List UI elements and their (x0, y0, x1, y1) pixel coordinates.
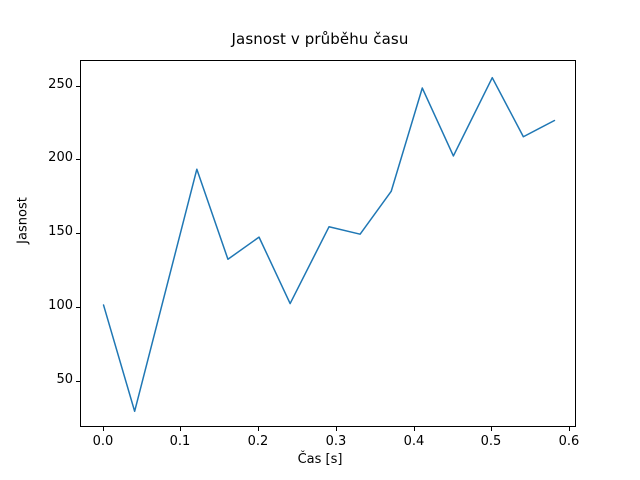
x-tick-mark (569, 427, 570, 431)
y-tick-label: 100 (48, 298, 73, 313)
x-tick-label: 0.6 (558, 434, 580, 449)
y-tick-mark (76, 233, 80, 234)
x-tick-mark (491, 427, 492, 431)
data-series-line (102, 76, 556, 413)
y-tick-label: 200 (48, 150, 73, 165)
x-tick-label: 0.2 (247, 434, 269, 449)
line-plot-svg (102, 76, 556, 413)
y-tick-mark (76, 381, 80, 382)
x-tick-label: 0.3 (325, 434, 347, 449)
x-tick-label: 0.4 (403, 434, 425, 449)
x-tick-mark (336, 427, 337, 431)
chart-title: Jasnost v průběhu času (231, 30, 409, 48)
y-tick-mark (76, 86, 80, 87)
y-tick-label: 250 (48, 77, 73, 92)
x-tick-mark (180, 427, 181, 431)
x-axis-label: Čas [s] (297, 452, 343, 467)
x-tick-label: 0.0 (92, 434, 114, 449)
y-axis-label: Jasnost (15, 197, 31, 244)
y-tick-label: 150 (48, 224, 73, 239)
y-tick-label: 50 (56, 372, 73, 387)
y-tick-mark (76, 307, 80, 308)
plot-area (80, 60, 576, 427)
x-tick-mark (103, 427, 104, 431)
x-tick-mark (258, 427, 259, 431)
x-tick-label: 0.5 (480, 434, 502, 449)
x-tick-mark (414, 427, 415, 431)
y-tick-mark (76, 159, 80, 160)
x-tick-label: 0.1 (169, 434, 191, 449)
